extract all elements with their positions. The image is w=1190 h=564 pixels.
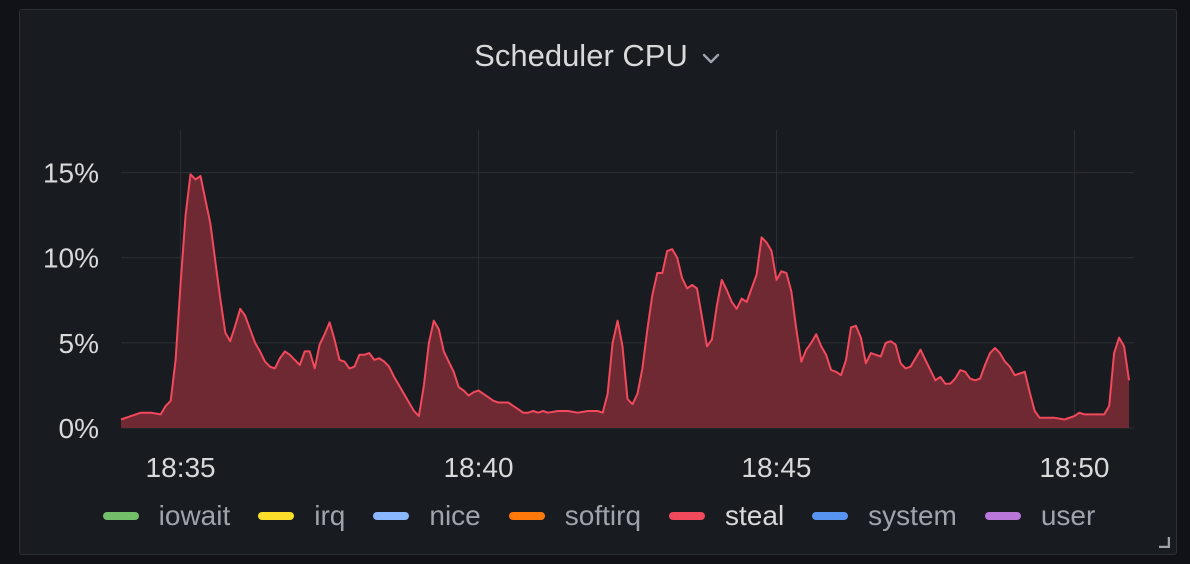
legend-item-irq[interactable]: irq	[258, 500, 345, 532]
legend-label: nice	[429, 500, 481, 531]
legend: iowait irq nice softirq steal system user	[20, 498, 1178, 534]
legend-item-iowait[interactable]: iowait	[102, 500, 231, 532]
legend-label: iowait	[158, 500, 231, 531]
x-tick-label: 18:50	[1039, 452, 1109, 483]
legend-swatch	[669, 512, 706, 520]
legend-label: irq	[314, 500, 346, 531]
legend-label: user	[1040, 500, 1096, 531]
legend-swatch	[508, 512, 545, 520]
y-tick-label: 0%	[59, 413, 99, 444]
legend-label: steal	[725, 500, 785, 531]
legend-item-softirq[interactable]: softirq	[508, 500, 642, 532]
legend-swatch	[258, 512, 295, 520]
y-tick-label: 10%	[43, 243, 99, 274]
x-tick-label: 18:35	[146, 452, 216, 483]
time-series-chart: 0% 5% 10% 15% 18:35 18:40 18:45 18:50	[43, 130, 1134, 483]
legend-swatch	[812, 512, 849, 520]
y-tick-label: 5%	[59, 328, 99, 359]
series-area-steal	[121, 174, 1129, 428]
x-tick-label: 18:45	[741, 452, 811, 483]
panel-header[interactable]: Scheduler CPU	[20, 36, 1176, 76]
y-tick-label: 15%	[43, 158, 99, 189]
legend-item-system[interactable]: system	[812, 500, 957, 532]
resize-handle-icon[interactable]	[1158, 536, 1170, 548]
chevron-down-icon[interactable]	[700, 47, 722, 69]
legend-item-user[interactable]: user	[984, 500, 1096, 532]
legend-item-nice[interactable]: nice	[373, 500, 481, 532]
legend-label: softirq	[564, 500, 642, 531]
legend-swatch	[102, 512, 139, 520]
legend-item-steal[interactable]: steal	[669, 500, 784, 532]
x-tick-label: 18:40	[443, 452, 513, 483]
series-line-steal	[120, 173, 1130, 421]
legend-swatch	[373, 512, 410, 520]
legend-swatch	[984, 512, 1021, 520]
panel-title[interactable]: Scheduler CPU	[474, 38, 688, 73]
chart-panel: Scheduler CPU 0% 5% 10% 15% 18:35 18:40 18:45 1…	[19, 9, 1177, 555]
legend-label: system	[868, 500, 957, 531]
